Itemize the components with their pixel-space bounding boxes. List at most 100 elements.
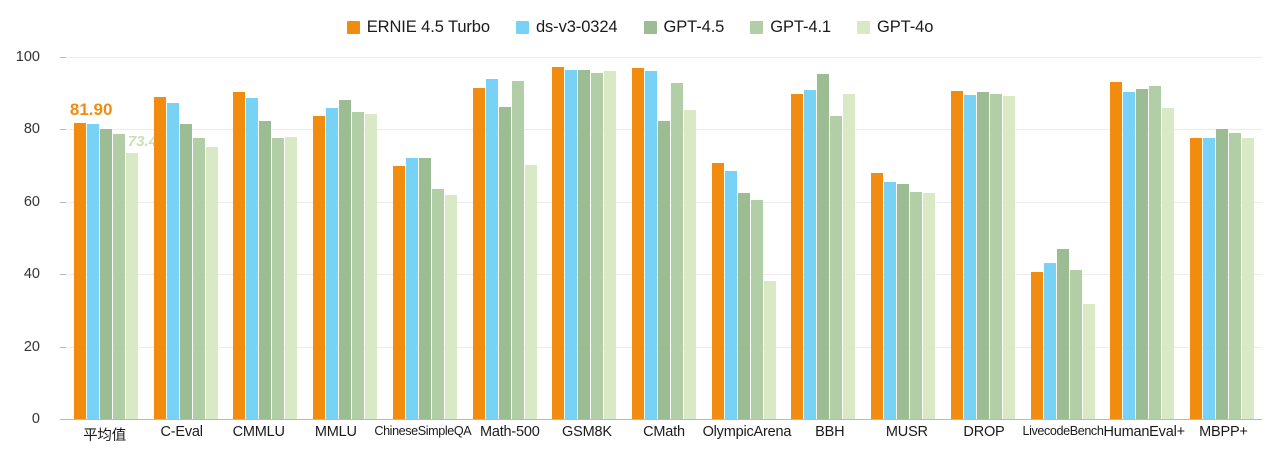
legend-item[interactable]: ds-v3-0324	[515, 17, 618, 37]
bar[interactable]	[989, 93, 1002, 419]
bar[interactable]	[591, 72, 604, 419]
bar[interactable]	[112, 133, 125, 419]
bar[interactable]	[179, 123, 192, 419]
bar-group	[146, 57, 226, 419]
bar[interactable]	[524, 164, 537, 419]
bar[interactable]	[830, 116, 843, 419]
bar[interactable]	[233, 92, 246, 419]
bar[interactable]	[418, 158, 431, 419]
bar[interactable]	[99, 129, 112, 419]
bar[interactable]	[604, 70, 617, 419]
legend-label: GPT-4o	[877, 17, 934, 36]
bar[interactable]	[578, 70, 591, 419]
bar[interactable]	[552, 67, 565, 419]
bar[interactable]	[843, 93, 856, 419]
bar-group: 81.90 73.49	[66, 57, 165, 419]
bar[interactable]	[645, 70, 657, 419]
bar[interactable]	[326, 107, 339, 419]
bar[interactable]	[684, 110, 696, 419]
bar[interactable]	[431, 188, 444, 419]
bar[interactable]	[724, 171, 737, 419]
bar[interactable]	[1216, 128, 1229, 419]
y-tick-mark	[60, 129, 66, 131]
bar[interactable]	[1082, 303, 1095, 419]
bar[interactable]	[1002, 95, 1015, 419]
legend-item[interactable]: ERNIE 4.5 Turbo	[346, 18, 490, 37]
bar[interactable]	[73, 122, 86, 419]
bar[interactable]	[1056, 248, 1069, 419]
bar[interactable]	[153, 96, 166, 419]
x-axis-label: ChineseSimpleQA	[374, 424, 472, 438]
bar[interactable]	[1123, 92, 1136, 419]
legend-item[interactable]: GPT-4o	[857, 18, 933, 37]
bar[interactable]	[272, 138, 285, 419]
y-tick-mark	[60, 419, 66, 420]
legend-swatch-icon	[750, 20, 764, 34]
bar[interactable]	[444, 194, 457, 419]
bar[interactable]	[976, 92, 989, 419]
bar[interactable]	[498, 107, 511, 419]
bar[interactable]	[1030, 271, 1043, 419]
bar[interactable]	[791, 94, 804, 419]
bar[interactable]	[897, 183, 910, 419]
legend-swatch-icon	[857, 20, 871, 34]
bar[interactable]	[1203, 137, 1216, 419]
x-axis-label: GSM8K	[562, 424, 612, 440]
bar[interactable]	[963, 94, 976, 419]
bar[interactable]	[205, 146, 218, 419]
bar[interactable]	[125, 152, 138, 419]
bar[interactable]	[166, 103, 179, 419]
bar[interactable]	[804, 90, 817, 419]
bar[interactable]	[565, 69, 578, 419]
bar[interactable]	[352, 112, 365, 419]
legend-item[interactable]: GPT-4.1	[750, 18, 831, 37]
bar[interactable]	[192, 138, 205, 419]
bar[interactable]	[313, 116, 326, 419]
bar-group	[1182, 57, 1262, 419]
bar[interactable]	[511, 80, 524, 419]
gridline	[66, 419, 1262, 420]
bar[interactable]	[750, 199, 763, 419]
bar[interactable]	[472, 87, 485, 419]
bar[interactable]	[1043, 262, 1056, 419]
bar[interactable]	[950, 91, 963, 419]
bar[interactable]	[86, 123, 99, 419]
bar[interactable]	[392, 166, 405, 419]
bar[interactable]	[871, 173, 884, 419]
bar[interactable]	[671, 83, 683, 419]
bar[interactable]	[1136, 88, 1149, 419]
y-axis-tick-label: 80	[23, 121, 40, 138]
bar[interactable]	[485, 78, 498, 419]
bar[interactable]	[405, 157, 418, 419]
bar[interactable]	[1069, 269, 1082, 419]
bar[interactable]	[817, 74, 830, 419]
bar[interactable]	[1229, 133, 1242, 419]
bar[interactable]	[711, 163, 724, 419]
bar[interactable]	[246, 98, 259, 419]
bar[interactable]	[910, 192, 923, 419]
x-axis-label: HumanEval+	[1103, 424, 1185, 440]
bar[interactable]	[259, 121, 272, 419]
legend-label: GPT-4.1	[770, 17, 832, 36]
bar[interactable]	[763, 280, 776, 419]
bar[interactable]	[1162, 107, 1175, 419]
bar[interactable]	[737, 192, 750, 419]
bar[interactable]	[658, 120, 670, 419]
bar-group	[544, 57, 624, 419]
bar[interactable]	[1242, 138, 1255, 419]
bar-group	[784, 57, 864, 419]
bar-groups: 81.90 73.49	[66, 57, 1262, 419]
bar[interactable]	[632, 67, 644, 419]
bar[interactable]	[1110, 81, 1123, 419]
bar[interactable]	[365, 114, 378, 419]
legend-item[interactable]: GPT-4.5	[643, 18, 724, 37]
bar[interactable]	[1190, 138, 1203, 419]
bar[interactable]	[923, 193, 936, 419]
bar[interactable]	[285, 136, 298, 419]
legend-label: ds-v3-0324	[535, 17, 618, 36]
bar[interactable]	[1149, 85, 1162, 419]
x-axis-label: BBH	[815, 424, 845, 440]
bar-group	[704, 57, 784, 419]
bar[interactable]	[339, 99, 352, 419]
bar[interactable]	[884, 181, 897, 419]
